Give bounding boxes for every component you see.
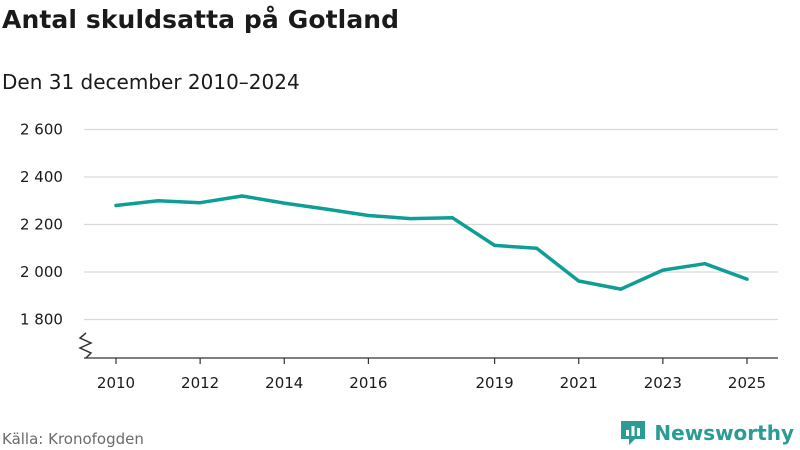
data-point [619, 287, 623, 291]
brand-name: Newsworthy [654, 421, 794, 445]
x-tick-label: 2021 [560, 374, 598, 392]
x-tick-label: 2010 [97, 374, 135, 392]
chart-title: Antal skuldsatta på Gotland [2, 5, 400, 34]
data-point [408, 216, 413, 221]
axis-break-marker [78, 332, 93, 359]
data-point [156, 199, 160, 203]
data-point [114, 203, 118, 208]
data-point [745, 277, 749, 281]
y-tick-label: 2 000 [20, 263, 63, 281]
x-tick-label: 2014 [265, 374, 303, 392]
y-tick-label: 2 400 [20, 168, 63, 186]
x-tick-label: 2016 [349, 374, 387, 392]
series-line [114, 194, 749, 291]
data-point [366, 213, 370, 218]
y-tick-label: 1 800 [20, 311, 63, 329]
data-point [535, 246, 539, 250]
y-tick-label: 2 200 [20, 216, 63, 234]
x-tick-label: 2023 [644, 374, 682, 392]
data-point [450, 216, 455, 220]
y-axis-labels: 1 800 2 000 2 200 2 400 2 600 [20, 121, 63, 329]
x-tick-label: 2012 [181, 374, 219, 392]
gridlines [84, 128, 778, 321]
data-point [493, 243, 497, 247]
data-point [703, 262, 707, 266]
x-tick-label: 2019 [476, 374, 514, 392]
data-point [661, 268, 665, 272]
x-axis-labels: 2010 2012 2014 2016 2019 2021 2023 2025 [97, 374, 766, 392]
y-tick-label: 2 600 [20, 121, 63, 139]
x-tick-label: 2025 [728, 374, 766, 392]
data-point [324, 207, 328, 211]
data-point [198, 201, 202, 205]
series-layer [114, 194, 749, 291]
brand-logo: Newsworthy [620, 420, 794, 446]
data-point [282, 201, 286, 205]
data-point [240, 194, 244, 198]
data-point [577, 279, 581, 283]
source-note: Källa: Kronofogden [2, 430, 144, 448]
x-axis [78, 332, 778, 364]
chart-subtitle: Den 31 december 2010–2024 [2, 70, 300, 94]
newsworthy-icon [621, 421, 646, 445]
